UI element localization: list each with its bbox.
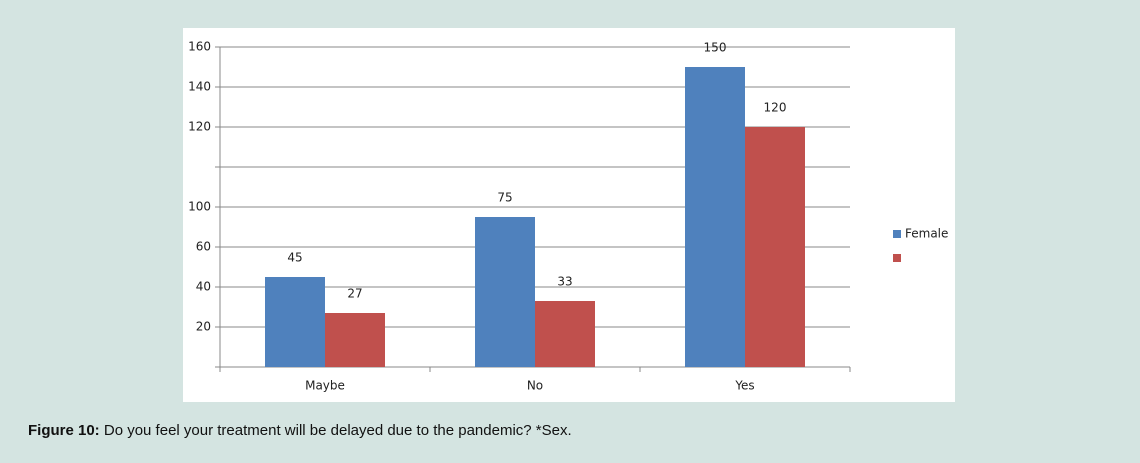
y-tick-label: 120 [188, 120, 211, 134]
caption: Figure 10: Do you feel your treatment wi… [28, 422, 572, 439]
bar [325, 313, 385, 367]
legend-swatch [893, 254, 901, 262]
x-tick-label: Yes [734, 379, 754, 393]
y-tick-label: 140 [188, 80, 211, 94]
data-label: 150 [704, 41, 727, 55]
data-label: 75 [497, 191, 512, 205]
bar [265, 277, 325, 367]
y-tick-label: 20 [196, 320, 211, 334]
x-tick-label: Maybe [305, 379, 345, 393]
x-tick-label: No [527, 379, 543, 393]
caption-text: Do you feel your treatment will be delay… [104, 422, 572, 439]
legend-label: Female [905, 227, 948, 241]
y-tick-label: 60 [196, 240, 211, 254]
data-label: 120 [764, 101, 787, 115]
caption-label: Figure 10: [28, 422, 100, 439]
bar [535, 301, 595, 367]
y-tick-label: 100 [188, 200, 211, 214]
bar [475, 217, 535, 367]
data-label: 33 [557, 275, 572, 289]
data-label: 27 [347, 287, 362, 301]
data-label: 45 [287, 251, 302, 265]
legend-swatch [893, 230, 901, 238]
bar [745, 127, 805, 367]
y-tick-label: 160 [188, 40, 211, 54]
y-tick-label: 40 [196, 280, 211, 294]
bar [685, 67, 745, 367]
